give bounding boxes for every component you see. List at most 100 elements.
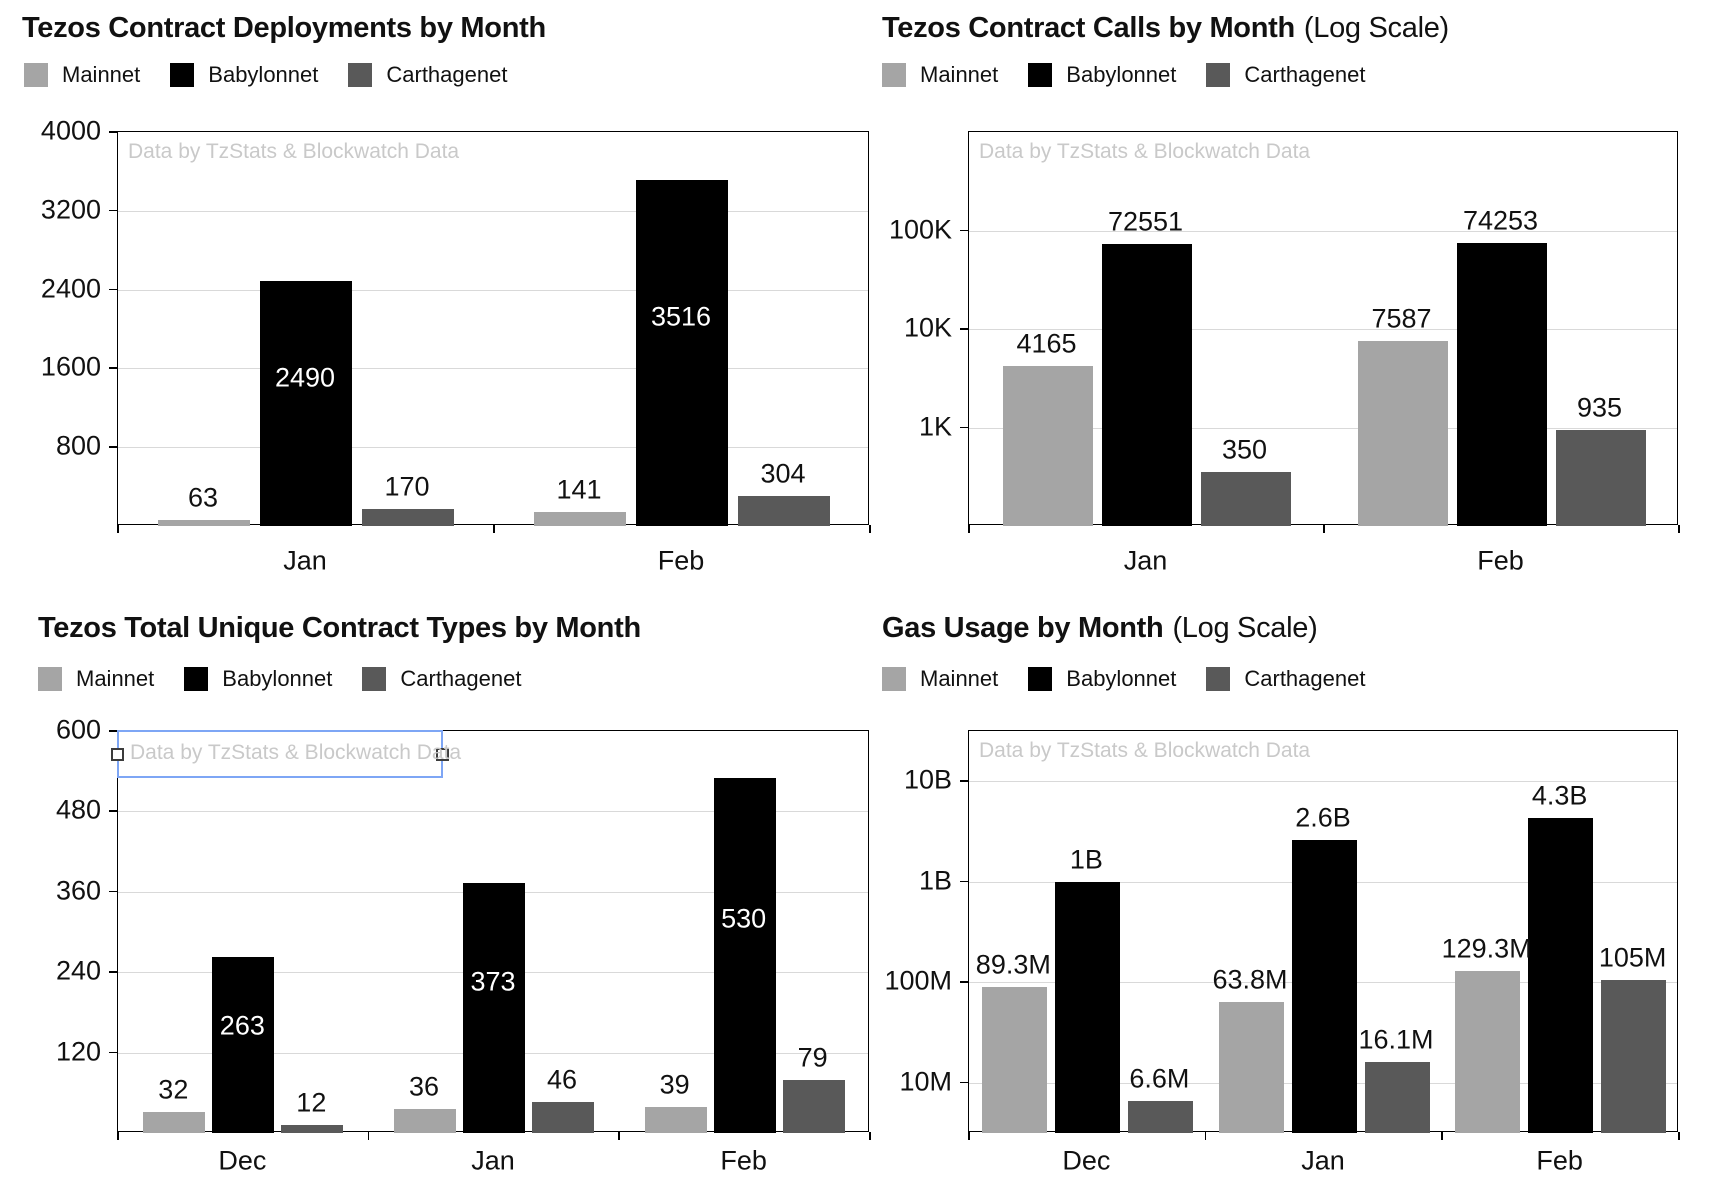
chart-title-text: Gas Usage by Month xyxy=(882,612,1164,644)
selection-handle-left[interactable] xyxy=(111,748,124,761)
bar-carthagenet-feb xyxy=(1555,430,1646,526)
chart-title-text: Tezos Contract Deployments by Month xyxy=(22,12,546,44)
legend-swatch-carthagenet xyxy=(1206,667,1231,691)
bar-babylonnet-feb xyxy=(636,179,728,526)
bar-babylonnet-feb xyxy=(713,777,776,1133)
value-label: 4165 xyxy=(1016,328,1077,359)
x-axis-label-jan: Jan xyxy=(1301,1145,1345,1176)
y-tick-label: 240 xyxy=(55,955,101,986)
x-tick-mark xyxy=(618,1132,620,1140)
y-tick-label: 100M xyxy=(884,965,952,996)
value-label: 4.3B xyxy=(1531,780,1588,811)
legend-swatch-carthagenet xyxy=(362,667,387,691)
bar-mainnet-feb xyxy=(644,1106,707,1133)
x-tick-mark xyxy=(117,1132,119,1140)
value-label: 72551 xyxy=(1107,206,1184,237)
chart-title-text: Tezos Total Unique Contract Types by Mon… xyxy=(38,612,641,644)
chart-legend: Mainnet Babylonnet Carthagenet xyxy=(882,62,1365,88)
value-label: 373 xyxy=(470,966,516,997)
bar-carthagenet-jan xyxy=(532,1102,594,1133)
x-axis-label-feb: Feb xyxy=(720,1145,767,1176)
value-label: 2490 xyxy=(274,362,336,393)
bar-carthagenet-feb xyxy=(738,496,830,526)
y-tick-label: 10K xyxy=(903,312,952,343)
chart-plot-area xyxy=(968,131,1678,526)
y-tick-mark xyxy=(109,288,117,291)
y-tick-mark xyxy=(109,209,117,212)
value-label: 141 xyxy=(556,474,602,505)
value-label: 32 xyxy=(158,1074,189,1105)
legend-label: Babylonnet xyxy=(1066,62,1177,87)
selection-box[interactable] xyxy=(111,730,449,778)
bar-mainnet-jan xyxy=(1218,1001,1284,1133)
x-axis-label-feb: Feb xyxy=(657,545,705,576)
x-axis-label-dec: Dec xyxy=(1062,1145,1111,1176)
legend-item-carthagenet: Carthagenet xyxy=(1206,62,1365,88)
legend-swatch-babylonnet xyxy=(184,667,209,691)
chart-legend: Mainnet Babylonnet Carthagenet xyxy=(38,666,521,692)
legend-label: Babylonnet xyxy=(222,666,333,691)
x-axis-label-jan: Jan xyxy=(283,545,327,576)
value-label: 530 xyxy=(721,903,767,934)
y-tick-label: 800 xyxy=(55,430,101,461)
gridline xyxy=(969,230,1677,232)
value-label: 74253 xyxy=(1462,205,1539,236)
legend-swatch-mainnet xyxy=(38,667,62,691)
x-tick-mark xyxy=(869,1132,871,1140)
chart-title-text: Tezos Contract Calls by Month xyxy=(882,12,1295,44)
legend-item-carthagenet: Carthagenet xyxy=(1206,666,1365,692)
legend-label: Carthagenet xyxy=(1244,62,1366,87)
y-tick-mark xyxy=(960,880,968,883)
bar-carthagenet-feb xyxy=(1601,980,1667,1133)
value-label: 63 xyxy=(187,482,219,513)
y-tick-mark xyxy=(960,328,968,330)
x-tick-mark xyxy=(493,525,495,533)
legend-swatch-babylonnet xyxy=(170,63,195,87)
bar-babylonnet-jan xyxy=(260,280,352,526)
value-label: 39 xyxy=(659,1069,690,1100)
gridline xyxy=(118,289,868,291)
legend-label: Babylonnet xyxy=(208,62,319,87)
legend-label: Carthagenet xyxy=(386,62,508,87)
bar-babylonnet-dec xyxy=(1054,881,1120,1133)
x-tick-mark xyxy=(869,525,871,533)
legend-swatch-babylonnet xyxy=(1028,63,1053,87)
y-tick-label: 360 xyxy=(55,875,101,906)
bar-mainnet-feb xyxy=(1455,971,1521,1133)
legend-label: Mainnet xyxy=(62,62,141,87)
y-tick-mark xyxy=(109,810,117,812)
x-tick-mark xyxy=(968,525,970,533)
watermark-unique-types[interactable]: Data by TzStats & Blockwatch Data xyxy=(130,741,462,764)
x-tick-mark xyxy=(1441,1132,1443,1140)
selection-handle-right[interactable] xyxy=(436,748,449,761)
value-label: 1B xyxy=(1069,844,1103,875)
value-label: 350 xyxy=(1221,434,1268,465)
bar-mainnet-jan xyxy=(158,519,250,526)
bar-mainnet-dec xyxy=(143,1111,206,1133)
chart-legend: Mainnet Babylonnet Carthagenet xyxy=(24,62,507,88)
gridline xyxy=(118,368,868,370)
x-axis-label-jan: Jan xyxy=(471,1145,515,1176)
legend-label: Carthagenet xyxy=(1244,666,1366,691)
y-tick-mark xyxy=(960,1081,968,1084)
chart-title: Tezos Contract Calls by Month (Log Scale) xyxy=(882,12,1449,45)
bar-carthagenet-dec xyxy=(1127,1100,1193,1133)
y-tick-mark xyxy=(109,131,117,133)
legend-swatch-carthagenet xyxy=(1206,63,1231,87)
watermark-calls: Data by TzStats & Blockwatch Data xyxy=(979,140,1311,163)
y-tick-label: 3200 xyxy=(40,194,101,225)
y-tick-mark xyxy=(960,229,968,231)
gridline xyxy=(118,811,868,813)
bar-babylonnet-jan xyxy=(463,883,525,1133)
value-label: 46 xyxy=(546,1064,578,1095)
bar-babylonnet-jan xyxy=(1101,244,1192,526)
y-tick-label: 2400 xyxy=(40,273,101,304)
y-tick-label: 1600 xyxy=(40,351,101,382)
value-label: 304 xyxy=(760,458,806,489)
y-tick-label: 120 xyxy=(55,1036,101,1067)
legend-item-mainnet: Mainnet xyxy=(882,62,998,88)
y-tick-mark xyxy=(960,426,968,428)
legend-swatch-babylonnet xyxy=(1028,667,1053,691)
chart-title: Tezos Total Unique Contract Types by Mon… xyxy=(38,612,650,645)
